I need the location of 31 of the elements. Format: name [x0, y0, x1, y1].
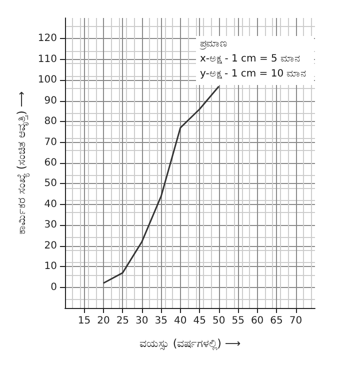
x-tick-label: 60	[250, 316, 264, 326]
x-tick-label: 25	[116, 316, 130, 326]
y-tick-label: 90	[44, 95, 57, 106]
x-tick-label: 70	[289, 316, 302, 326]
x-tick-label: 40	[174, 316, 187, 326]
annotation: ಪ್ರಮಾಣ	[199, 38, 227, 50]
x-tick-label: 45	[193, 316, 206, 326]
x-tick-label: 50	[212, 316, 226, 326]
annotation: y-ಅಕ್ಷ - 1 cm = 10 ಮಾನ	[200, 68, 307, 80]
x-tick-label: 35	[154, 316, 168, 326]
x-axis-title: ವಯಸ್ಸು (ವರ್ಷಗಳಲ್ಲಿ) ⟶	[139, 337, 241, 351]
line-series	[102, 86, 220, 284]
y-tick-label: 0	[50, 282, 57, 293]
x-tick-label: 55	[232, 316, 244, 326]
x-tick-label: 30	[136, 316, 148, 326]
y-tick-label: 110	[38, 54, 57, 65]
y-tick-label: 30	[44, 220, 57, 231]
annotation: x-ಅಕ್ಷ - 1 cm = 5 ಮಾನ	[200, 54, 301, 64]
x-tick-label: 20	[97, 316, 110, 326]
y-tick-label: 100	[38, 74, 57, 86]
y-tick-label: 70	[44, 136, 57, 148]
y-tick-label: 80	[44, 116, 57, 128]
y-tick-label: 10	[44, 261, 57, 272]
x-tick-label: 15	[78, 316, 91, 326]
y-axis-title: ಕಾರ್ಮಿಕರ ಸಂಖ್ಯೆ (ಸಂಚಿತ ಆವೃತ್ತಿ) ⟶	[15, 91, 29, 235]
y-tick-label: 40	[44, 198, 57, 210]
y-tick-label: 60	[44, 158, 57, 168]
y-tick-label: 20	[44, 240, 57, 252]
x-tick-label: 65	[270, 316, 283, 326]
y-tick-label: 120	[38, 33, 57, 44]
y-tick-label: 50	[44, 178, 57, 190]
